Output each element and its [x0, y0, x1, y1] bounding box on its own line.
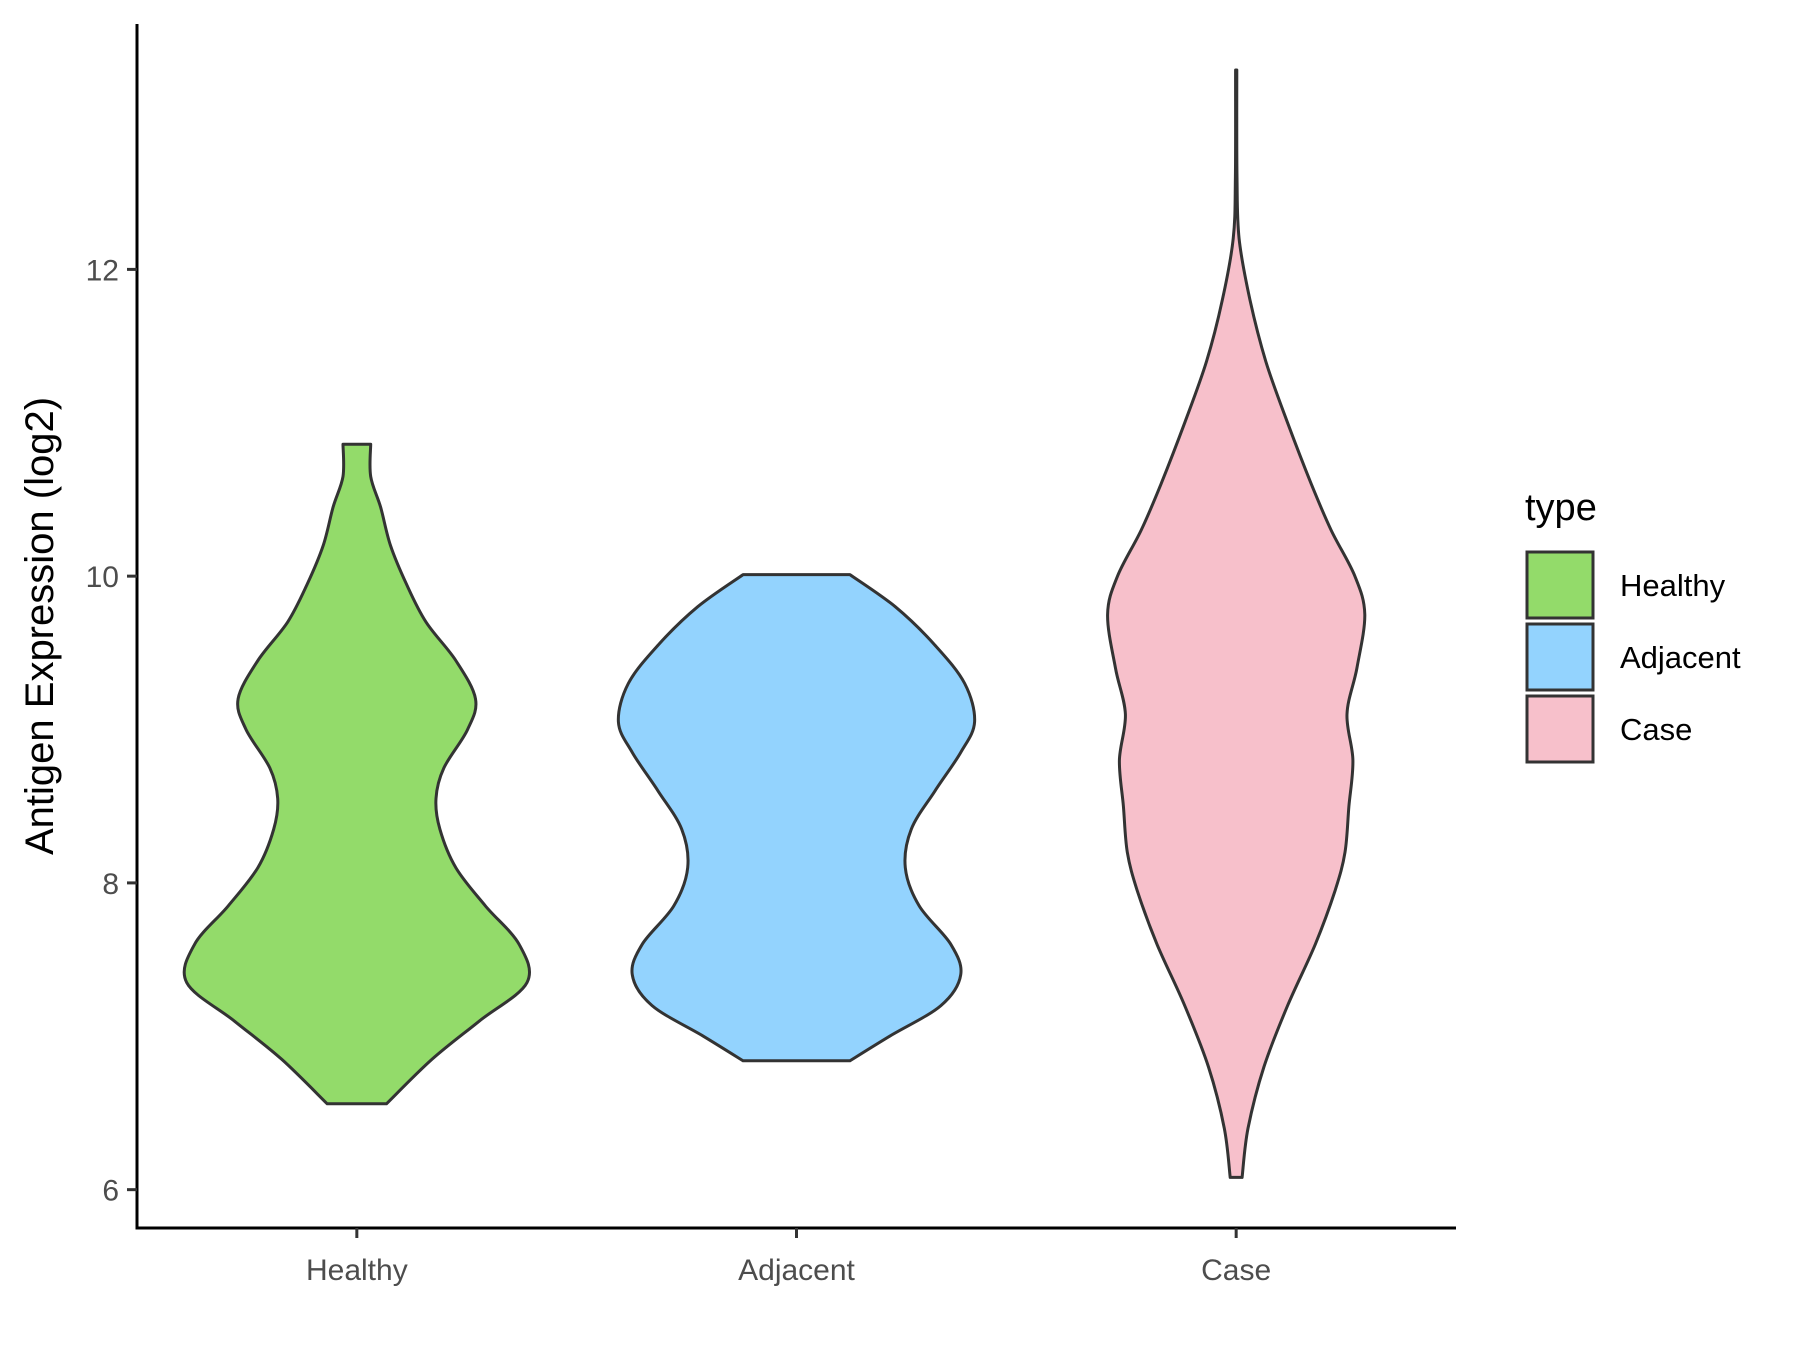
x-tick-label: Case	[1201, 1254, 1271, 1287]
y-tick-label: 10	[86, 561, 119, 594]
violin-layer	[182, 68, 1367, 1179]
y-tick-label: 6	[102, 1175, 119, 1208]
legend-label-case: Case	[1620, 712, 1692, 747]
y-tick-label: 8	[102, 868, 119, 901]
x-tick-label: Adjacent	[738, 1254, 855, 1287]
legend-label-adjacent: Adjacent	[1620, 640, 1741, 675]
x-tick-label: Healthy	[306, 1254, 408, 1287]
legend-title: type	[1525, 487, 1597, 529]
legend-label-healthy: Healthy	[1620, 568, 1726, 603]
legend-swatch-case	[1525, 694, 1595, 764]
legend-swatch-healthy	[1525, 550, 1595, 620]
violin-case	[1106, 68, 1367, 1179]
violin-healthy	[182, 442, 532, 1106]
legend-swatch-adjacent	[1525, 622, 1595, 692]
violin-adjacent	[616, 573, 977, 1063]
y-axis-ticks: 6 8 10 12	[86, 254, 137, 1208]
x-axis-ticks: Healthy Adjacent Case	[306, 1228, 1271, 1287]
y-tick-label: 12	[86, 254, 119, 287]
y-axis-title: Antigen Expression (log2)	[18, 397, 62, 855]
legend: type Healthy Adjacent Case	[1525, 487, 1741, 764]
